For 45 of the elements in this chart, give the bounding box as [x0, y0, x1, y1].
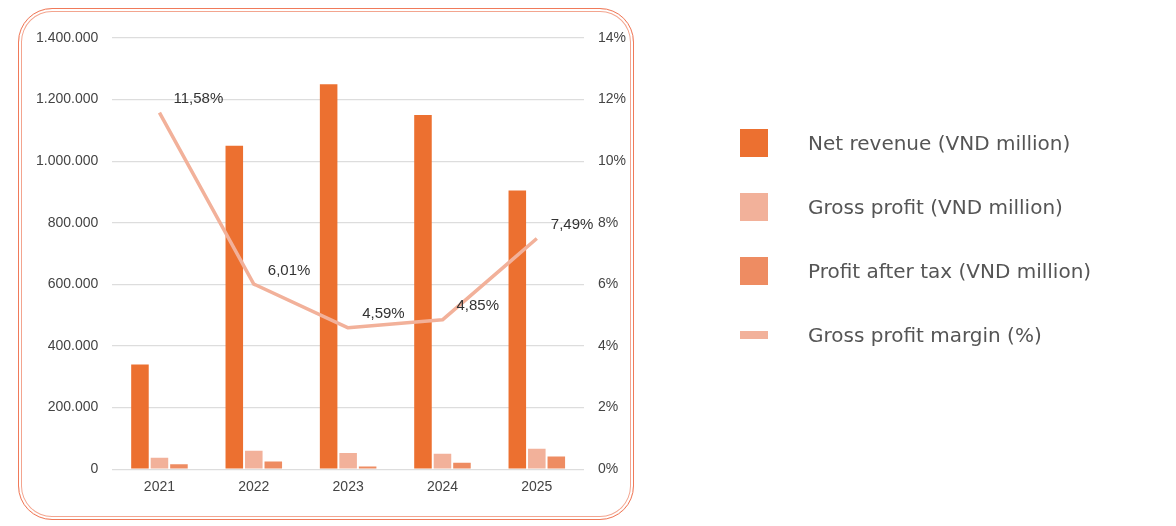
- y2-tick-label: 10%: [597, 152, 627, 169]
- data-label: 4,85%: [456, 296, 500, 314]
- y2-tick-label: 12%: [597, 90, 627, 107]
- y2-tick-label: 14%: [597, 28, 627, 45]
- bar: [170, 464, 188, 469]
- bar: [358, 466, 377, 469]
- x-tick-label: 2022: [238, 478, 270, 495]
- y-tick-label: 1.200.000: [35, 90, 99, 107]
- bar: [528, 448, 546, 469]
- data-label: 4,59%: [362, 304, 405, 322]
- y-tick-label: 200.000: [47, 398, 99, 415]
- y-tick-label: 0: [90, 460, 99, 477]
- data-label: 11,58%: [173, 89, 224, 107]
- x-tick-label: 2025: [521, 478, 553, 495]
- legend-label: Gross profit margin (%): [808, 323, 1042, 347]
- y-tick-label: 1.000.000: [35, 152, 99, 169]
- y2-tick-label: 8%: [597, 213, 619, 230]
- y-tick-label: 1.400.000: [35, 28, 99, 45]
- legend-label: Gross profit (VND million): [808, 195, 1063, 219]
- x-tick-label: 2024: [426, 478, 459, 495]
- data-label: 7,49%: [550, 215, 594, 233]
- y2-tick-label: 6%: [597, 275, 619, 292]
- bar: [414, 115, 432, 469]
- bar: [319, 84, 338, 469]
- bar: [150, 457, 169, 469]
- y2-tick-label: 4%: [597, 336, 619, 353]
- legend-label: Profit after tax (VND million): [808, 259, 1092, 283]
- x-tick-label: 2023: [332, 478, 364, 495]
- bar: [245, 450, 263, 469]
- x-tick-label: 2021: [143, 478, 176, 495]
- bar: [225, 145, 244, 469]
- y2-tick-label: 2%: [597, 398, 619, 415]
- bar: [508, 190, 527, 469]
- bar: [547, 456, 566, 469]
- legend-label: Net revenue (VND million): [808, 131, 1071, 155]
- bar: [131, 364, 149, 469]
- bar: [339, 452, 357, 469]
- y-tick-label: 400.000: [47, 336, 99, 353]
- data-label: 6,01%: [267, 260, 311, 278]
- bar: [264, 461, 283, 469]
- y2-tick-label: 0%: [597, 460, 619, 477]
- bar: [453, 462, 471, 469]
- y-tick-label: 800.000: [47, 213, 99, 230]
- bar: [433, 453, 452, 469]
- y-tick-label: 600.000: [47, 275, 99, 292]
